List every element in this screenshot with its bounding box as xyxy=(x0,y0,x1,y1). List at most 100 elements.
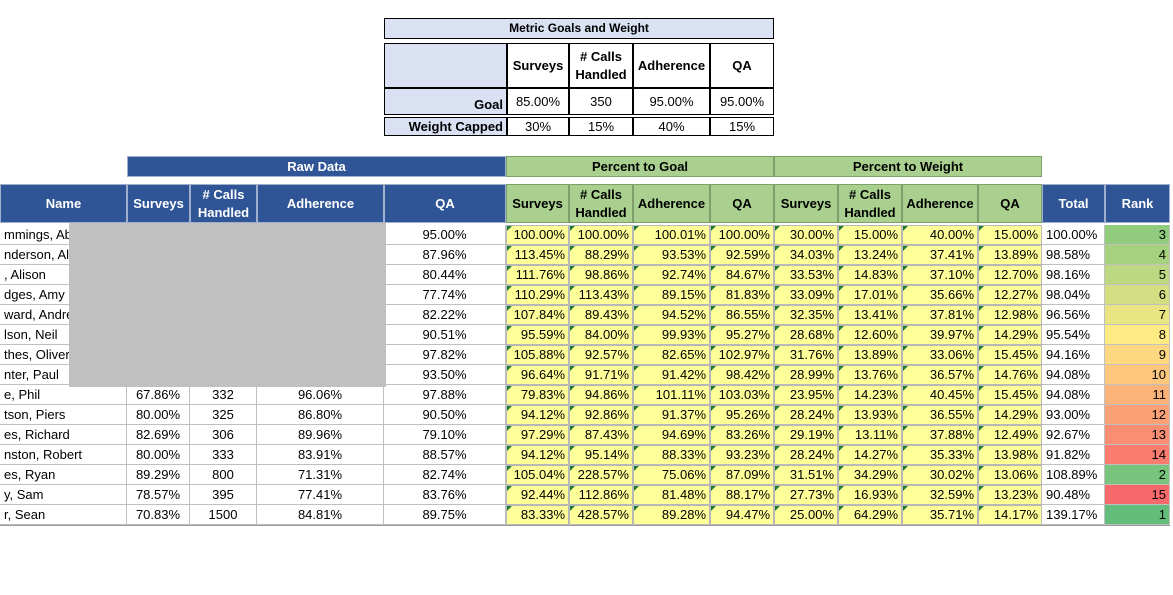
row-adherence[interactable]: 84.81% xyxy=(257,505,384,525)
row-qa[interactable]: 97.88% xyxy=(384,385,506,405)
row-pct-weight[interactable]: 28.68% xyxy=(774,325,838,345)
row-pct-goal[interactable]: 100.01% xyxy=(633,225,710,245)
row-pct-goal[interactable]: 88.33% xyxy=(633,445,710,465)
row-pct-weight[interactable]: 33.09% xyxy=(774,285,838,305)
row-rank[interactable]: 10 xyxy=(1105,365,1170,385)
row-calls[interactable]: 306 xyxy=(190,425,257,445)
row-qa[interactable]: 90.50% xyxy=(384,405,506,425)
row-total[interactable]: 93.00% xyxy=(1042,405,1105,425)
row-pct-goal[interactable]: 88.17% xyxy=(710,485,774,505)
row-pct-weight[interactable]: 12.70% xyxy=(978,265,1042,285)
row-pct-goal[interactable]: 101.11% xyxy=(633,385,710,405)
row-pct-goal[interactable]: 84.67% xyxy=(710,265,774,285)
row-pct-goal[interactable]: 91.42% xyxy=(633,365,710,385)
row-qa[interactable]: 82.22% xyxy=(384,305,506,325)
row-pct-weight[interactable]: 27.73% xyxy=(774,485,838,505)
row-pct-weight[interactable]: 13.06% xyxy=(978,465,1042,485)
row-qa[interactable]: 89.75% xyxy=(384,505,506,525)
row-total[interactable]: 98.16% xyxy=(1042,265,1105,285)
goal-value[interactable]: 95.00% xyxy=(633,88,710,115)
row-pct-goal[interactable]: 100.00% xyxy=(569,225,633,245)
row-pct-goal[interactable]: 100.00% xyxy=(710,225,774,245)
row-pct-goal[interactable]: 93.23% xyxy=(710,445,774,465)
row-pct-weight[interactable]: 37.81% xyxy=(902,305,978,325)
row-pct-weight[interactable]: 12.27% xyxy=(978,285,1042,305)
row-surveys[interactable]: 82.69% xyxy=(127,425,190,445)
row-pct-weight[interactable]: 15.00% xyxy=(838,225,902,245)
row-pct-weight[interactable]: 37.88% xyxy=(902,425,978,445)
row-pct-goal[interactable]: 95.26% xyxy=(710,405,774,425)
row-rank[interactable]: 9 xyxy=(1105,345,1170,365)
row-pct-weight[interactable]: 39.97% xyxy=(902,325,978,345)
row-pct-goal[interactable]: 100.00% xyxy=(506,225,569,245)
row-qa[interactable]: 90.51% xyxy=(384,325,506,345)
row-total[interactable]: 96.56% xyxy=(1042,305,1105,325)
row-pct-weight[interactable]: 13.98% xyxy=(978,445,1042,465)
row-rank[interactable]: 8 xyxy=(1105,325,1170,345)
row-pct-weight[interactable]: 33.53% xyxy=(774,265,838,285)
row-pct-weight[interactable]: 33.06% xyxy=(902,345,978,365)
row-pct-weight[interactable]: 13.41% xyxy=(838,305,902,325)
row-adherence[interactable]: 83.91% xyxy=(257,445,384,465)
row-total[interactable]: 92.67% xyxy=(1042,425,1105,445)
row-pct-weight[interactable]: 25.00% xyxy=(774,505,838,525)
row-total[interactable]: 94.16% xyxy=(1042,345,1105,365)
row-total[interactable]: 95.54% xyxy=(1042,325,1105,345)
row-total[interactable]: 98.04% xyxy=(1042,285,1105,305)
row-pct-goal[interactable]: 88.29% xyxy=(569,245,633,265)
row-rank[interactable]: 14 xyxy=(1105,445,1170,465)
goal-value[interactable]: 95.00% xyxy=(710,88,774,115)
row-pct-weight[interactable]: 31.76% xyxy=(774,345,838,365)
row-pct-weight[interactable]: 34.29% xyxy=(838,465,902,485)
row-pct-weight[interactable]: 35.66% xyxy=(902,285,978,305)
row-pct-goal[interactable]: 110.29% xyxy=(506,285,569,305)
row-pct-weight[interactable]: 35.71% xyxy=(902,505,978,525)
row-qa[interactable]: 88.57% xyxy=(384,445,506,465)
row-rank[interactable]: 6 xyxy=(1105,285,1170,305)
row-pct-goal[interactable]: 94.86% xyxy=(569,385,633,405)
row-pct-weight[interactable]: 40.00% xyxy=(902,225,978,245)
row-adherence[interactable]: 89.96% xyxy=(257,425,384,445)
row-pct-goal[interactable]: 113.45% xyxy=(506,245,569,265)
row-pct-weight[interactable]: 17.01% xyxy=(838,285,902,305)
row-surveys[interactable]: 67.86% xyxy=(127,385,190,405)
row-rank[interactable]: 12 xyxy=(1105,405,1170,425)
row-pct-goal[interactable]: 83.26% xyxy=(710,425,774,445)
weight-value[interactable]: 30% xyxy=(507,117,569,136)
row-pct-goal[interactable]: 103.03% xyxy=(710,385,774,405)
row-pct-goal[interactable]: 112.86% xyxy=(569,485,633,505)
row-rank[interactable]: 4 xyxy=(1105,245,1170,265)
row-adherence[interactable]: 86.80% xyxy=(257,405,384,425)
row-pct-goal[interactable]: 83.33% xyxy=(506,505,569,525)
row-pct-weight[interactable]: 31.51% xyxy=(774,465,838,485)
row-pct-weight[interactable]: 14.23% xyxy=(838,385,902,405)
row-pct-goal[interactable]: 94.69% xyxy=(633,425,710,445)
row-pct-weight[interactable]: 36.57% xyxy=(902,365,978,385)
row-pct-goal[interactable]: 94.12% xyxy=(506,445,569,465)
row-pct-weight[interactable]: 13.89% xyxy=(838,345,902,365)
row-calls[interactable]: 800 xyxy=(190,465,257,485)
row-total[interactable]: 91.82% xyxy=(1042,445,1105,465)
row-pct-weight[interactable]: 36.55% xyxy=(902,405,978,425)
row-surveys[interactable]: 80.00% xyxy=(127,445,190,465)
row-pct-weight[interactable]: 15.45% xyxy=(978,385,1042,405)
row-total[interactable]: 90.48% xyxy=(1042,485,1105,505)
row-rank[interactable]: 2 xyxy=(1105,465,1170,485)
row-pct-goal[interactable]: 93.53% xyxy=(633,245,710,265)
row-pct-weight[interactable]: 14.76% xyxy=(978,365,1042,385)
row-pct-weight[interactable]: 35.33% xyxy=(902,445,978,465)
row-surveys[interactable]: 70.83% xyxy=(127,505,190,525)
row-pct-goal[interactable]: 105.88% xyxy=(506,345,569,365)
row-calls[interactable]: 332 xyxy=(190,385,257,405)
row-rank[interactable]: 3 xyxy=(1105,225,1170,245)
row-pct-goal[interactable]: 89.43% xyxy=(569,305,633,325)
row-pct-goal[interactable]: 84.00% xyxy=(569,325,633,345)
row-rank[interactable]: 1 xyxy=(1105,505,1170,525)
row-pct-goal[interactable]: 87.43% xyxy=(569,425,633,445)
row-pct-weight[interactable]: 13.11% xyxy=(838,425,902,445)
row-total[interactable]: 100.00% xyxy=(1042,225,1105,245)
row-surveys[interactable]: 78.57% xyxy=(127,485,190,505)
row-adherence[interactable]: 71.31% xyxy=(257,465,384,485)
row-pct-goal[interactable]: 95.59% xyxy=(506,325,569,345)
row-pct-weight[interactable]: 15.45% xyxy=(978,345,1042,365)
